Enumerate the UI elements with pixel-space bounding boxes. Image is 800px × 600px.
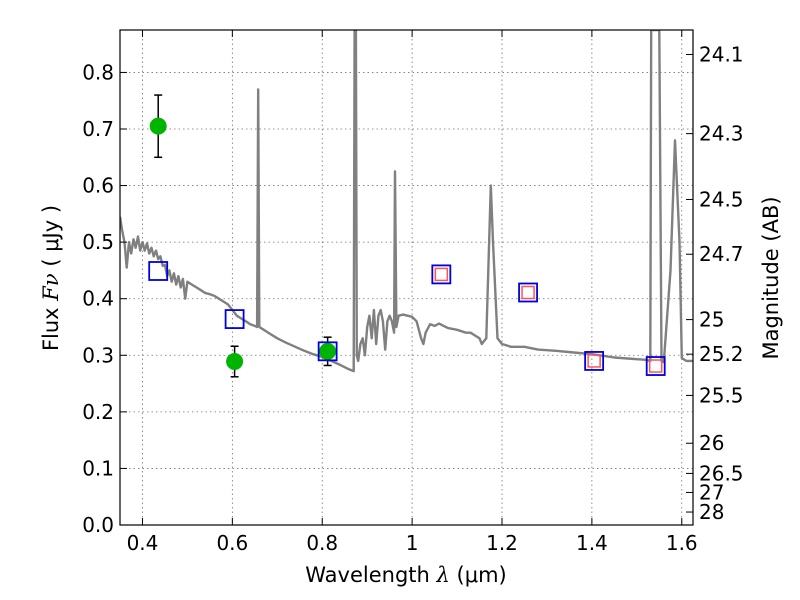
y2-tick-label: 26.5 (699, 461, 744, 485)
y-tick-label: 0.5 (82, 230, 114, 254)
y-tick-label: 0.3 (82, 343, 114, 367)
model-flux-square (645, 356, 666, 376)
model-flux-square (518, 282, 538, 303)
model-spectrum (120, 30, 693, 373)
model-flux-square (431, 264, 452, 285)
observed-flux-point (319, 342, 337, 360)
y2-tick-label: 28 (699, 500, 724, 524)
model-flux-square (317, 341, 338, 362)
x-tick-label: 0.6 (216, 531, 248, 555)
y-tick-label: 0.8 (82, 60, 114, 84)
synthetic-flux-square (521, 285, 535, 300)
x-tick-label: 0.4 (127, 531, 159, 555)
y2-axis-title: Magnitude (AB) (759, 196, 783, 359)
x-tick-label: 1.2 (486, 531, 518, 555)
observed-flux-point (226, 353, 244, 371)
synthetic-flux-square (587, 354, 601, 368)
y-axis-title: Flux Fν ( μJy ) (39, 205, 63, 351)
y2-tick-label: 24.3 (699, 122, 744, 146)
y2-tick-label: 25 (699, 308, 724, 332)
x-axis-title: Wavelength λ (μm) (305, 563, 506, 587)
spectrum-line (120, 30, 693, 373)
y2-tick-label: 25.5 (699, 383, 744, 407)
y2-tick-label: 24.1 (699, 42, 744, 66)
y-tick-label: 0.4 (82, 287, 114, 311)
x-tick-label: 1 (406, 531, 419, 555)
axis-ticks: 0.4 0.6 0.8 1 1.2 1.4 1.6 0.0 0.1 0.2 0.3 0.4 0.5 0.6… (82, 30, 744, 555)
y-tick-label: 0.6 (82, 174, 114, 198)
y-tick-label: 0.7 (82, 117, 114, 141)
synthetic-flux-square (434, 267, 449, 282)
y2-tick-label: 27 (699, 480, 724, 504)
x-tick-label: 0.8 (306, 531, 338, 555)
y2-tick-label: 24.7 (699, 242, 744, 266)
y-tick-label: 0.1 (82, 456, 114, 480)
x-tick-label: 1.6 (666, 531, 698, 555)
model-flux-square (148, 261, 169, 281)
y-tick-label: 0.2 (82, 400, 114, 424)
y2-tick-label: 26 (699, 431, 724, 455)
grid (120, 30, 693, 526)
synthetic-flux-square (648, 359, 663, 373)
model-flux-square (584, 351, 605, 371)
plot-frame (119, 29, 694, 526)
observed-flux-point (149, 117, 167, 135)
y2-tick-label: 25.2 (699, 342, 744, 366)
x-tick-label: 1.4 (576, 531, 608, 555)
y2-tick-label: 24.5 (699, 187, 744, 211)
y-tick-label: 0.0 (82, 513, 114, 537)
photometry-points (148, 94, 666, 378)
model-flux-square (224, 309, 245, 329)
